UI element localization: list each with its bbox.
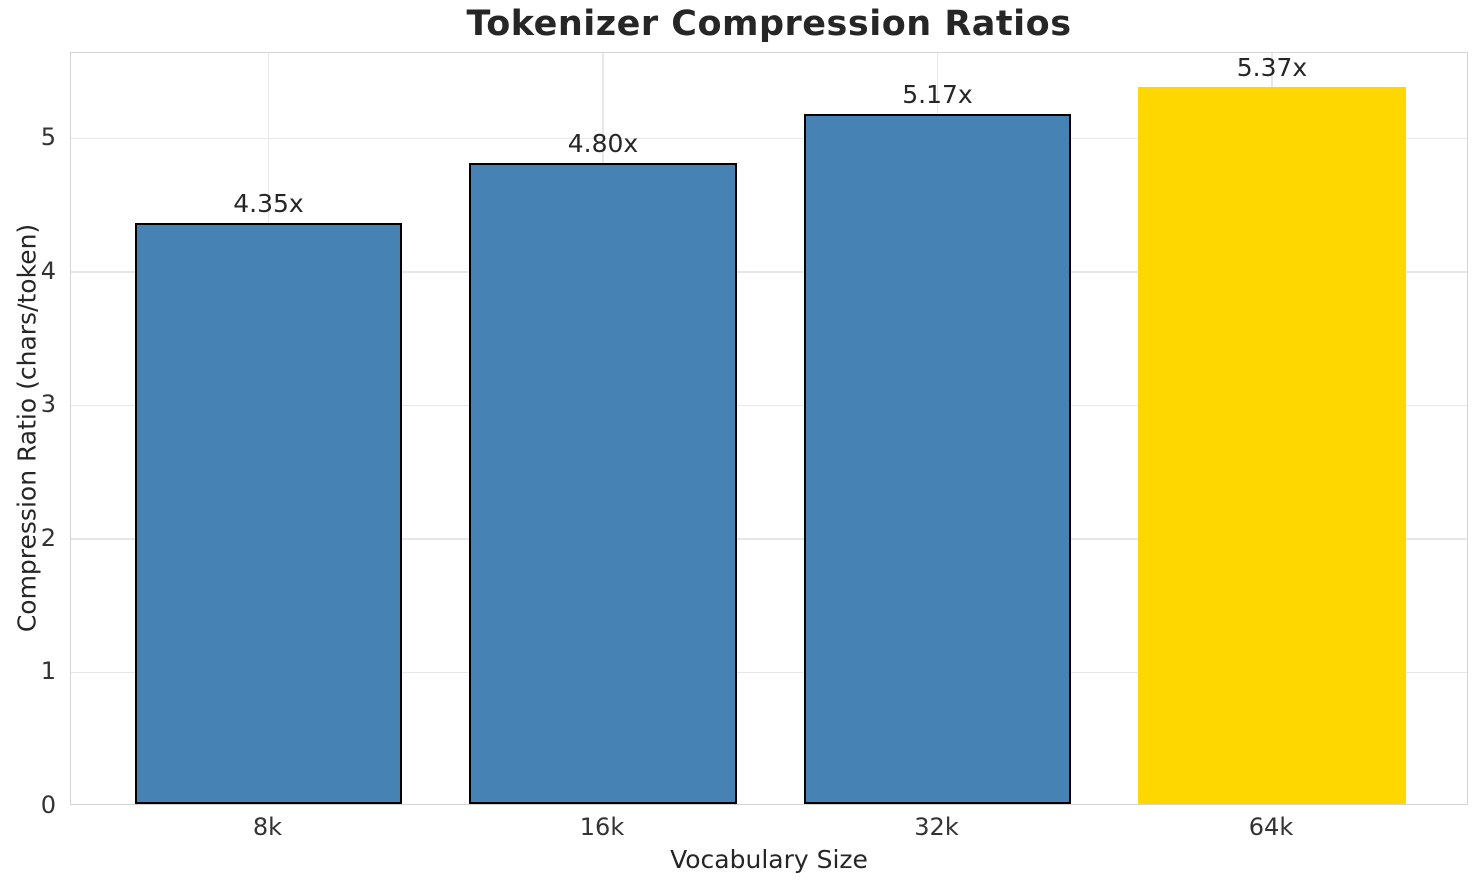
x-tick-label: 16k: [579, 813, 625, 841]
x-tick-label: 32k: [914, 813, 959, 841]
y-tick-label: 1: [40, 657, 56, 686]
bar-value-label: 5.37x: [1236, 53, 1308, 83]
bar-16k: [469, 163, 737, 804]
y-tick-label: 5: [40, 123, 56, 152]
y-axis-label: Compression Ratio (chars/token): [12, 223, 42, 633]
y-tick-label: 4: [40, 256, 56, 285]
y-gridline: [71, 271, 1467, 273]
chart-title: Tokenizer Compression Ratios: [466, 4, 1072, 44]
bar-value-label: 4.80x: [567, 129, 639, 159]
y-tick-label: 2: [40, 523, 56, 552]
y-tick-label: 0: [40, 791, 56, 819]
y-gridline: [71, 538, 1467, 540]
bar-64k: [1138, 87, 1406, 804]
y-gridline: [71, 671, 1467, 674]
bar-32k: [803, 113, 1072, 804]
y-tick-label: 3: [40, 390, 56, 419]
bar-value-label: 5.17x: [902, 79, 973, 109]
x-tick-label: 8k: [252, 813, 283, 841]
bar-8k: [134, 223, 403, 804]
plot-area: 4.35x 4.80x 5.17x 5.37x: [70, 52, 1468, 805]
x-axis-label: Vocabulary Size: [670, 845, 868, 874]
bar-value-label: 4.35x: [233, 189, 304, 219]
y-gridline: [71, 404, 1467, 407]
y-gridline: [71, 137, 1467, 140]
x-tick-label: 64k: [1248, 813, 1294, 841]
